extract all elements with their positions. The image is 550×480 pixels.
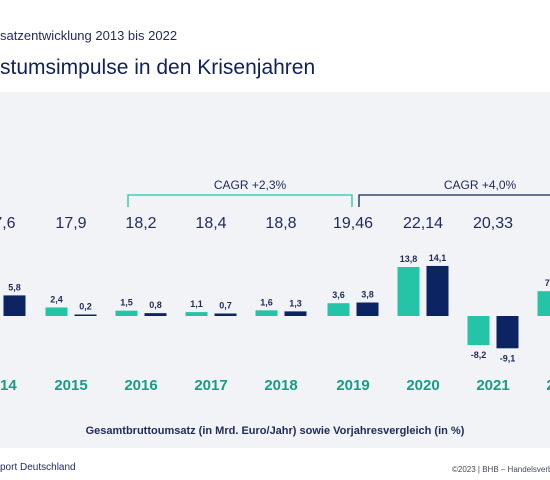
source-note: port Deutschland <box>0 462 76 473</box>
year-label-2017: 2017 <box>194 377 227 394</box>
year-label-2022: 2022 <box>546 377 550 394</box>
bar-2017-series-2 <box>214 313 237 316</box>
chart-panel <box>0 92 550 448</box>
bar-chart: 5,8 17,6 2014 2,4 0,2 17,9 2015 1,5 0,8 18,2 2016 1… <box>0 178 550 437</box>
x-axis-label: Gesamtbruttoumsatz (in Mrd. Euro/Jahr) s… <box>86 425 465 437</box>
bar-2017-series-1 <box>185 312 208 316</box>
year-label-2014: 2014 <box>0 377 17 394</box>
data-label-2015-series-2: 0,2 <box>79 302 92 312</box>
data-label-2016-series-1: 1,5 <box>120 298 133 308</box>
data-label-2021-series-2: -9,1 <box>500 353 516 363</box>
data-label-2020-series-2: 14,1 <box>429 253 447 263</box>
cagr-label-1: CAGR +2,3% <box>214 178 287 192</box>
cagr-label-2: CAGR +4,0% <box>444 178 517 192</box>
total-2020: 22,14 <box>403 215 443 232</box>
bar-2021-series-1 <box>467 316 490 346</box>
total-2014: 17,6 <box>0 215 16 232</box>
chart-title: stumsimpulse in den Krisenjahren <box>0 56 316 79</box>
data-label-2017-series-1: 1,1 <box>190 299 203 309</box>
bar-2016-series-2 <box>144 313 167 316</box>
data-label-2018-series-2: 1,3 <box>289 298 302 308</box>
total-2017: 18,4 <box>195 215 226 232</box>
data-label-2020-series-1: 13,8 <box>400 254 418 264</box>
year-label-2018: 2018 <box>264 377 297 394</box>
bar-2018-series-2 <box>284 311 307 316</box>
total-2016: 18,2 <box>125 215 156 232</box>
bar-2019-series-2 <box>356 302 379 316</box>
bar-2021-series-2 <box>496 316 519 349</box>
chart-subtitle: satzentwicklung 2013 bis 2022 <box>0 28 178 43</box>
data-label-2016-series-2: 0,8 <box>149 300 162 310</box>
data-label-2017-series-2: 0,7 <box>219 301 232 311</box>
bar-2016-series-1 <box>115 310 138 316</box>
year-label-2020: 2020 <box>406 377 439 394</box>
bar-2014-series-2 <box>3 295 26 316</box>
total-2015: 17,9 <box>55 215 86 232</box>
year-label-2016: 2016 <box>124 377 157 394</box>
bar-2020-series-1 <box>397 267 420 316</box>
bar-2022-series-1 <box>537 291 550 316</box>
data-label-2019-series-1: 3,6 <box>332 290 345 300</box>
cagr-bracket-1 <box>127 194 353 207</box>
total-2021: 20,33 <box>473 215 513 232</box>
bar-2015-series-1 <box>45 307 68 316</box>
data-label-2014-series-2: 5,8 <box>8 282 21 292</box>
bar-2020-series-2 <box>426 265 449 316</box>
data-label-2015-series-1: 2,4 <box>50 294 63 304</box>
cagr-bracket-2 <box>358 194 550 207</box>
bar-2018-series-1 <box>255 310 278 316</box>
year-label-2019: 2019 <box>336 377 369 394</box>
bar-2019-series-1 <box>327 303 350 316</box>
data-label-2022-series-1: 7, <box>545 278 550 288</box>
data-label-2021-series-1: -8,2 <box>471 350 487 360</box>
bar-2015-series-2 <box>74 314 97 316</box>
total-2019: 19,46 <box>333 215 373 232</box>
data-label-2019-series-2: 3,8 <box>361 290 374 300</box>
copyright-note: ©2023 | BHB – Handelsverb <box>452 465 550 474</box>
total-2018: 18,8 <box>265 215 296 232</box>
year-label-2021: 2021 <box>476 377 509 394</box>
year-label-2015: 2015 <box>54 377 87 394</box>
data-label-2018-series-1: 1,6 <box>260 297 273 307</box>
